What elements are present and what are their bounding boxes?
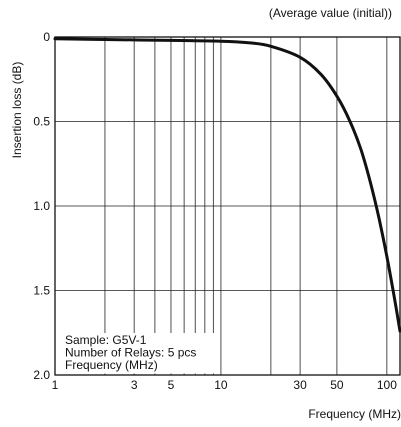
x-tick-label: 50 [330,378,344,392]
annotation-line: Number of Relays: 5 pcs [65,346,196,360]
plot-frame [54,36,401,376]
y-tick-label: 0.5 [33,115,50,129]
x-tick-label: 5 [168,378,175,392]
x-tick-label: 10 [214,378,228,392]
tick-labels: 1 3 5 10 30 50 100 0 0.5 1.0 1.5 2.0 [33,30,397,392]
x-tick-label: 30 [293,378,307,392]
annotation-line: Frequency (MHz) [65,358,158,372]
x-tick-label: 1 [52,378,59,392]
series-group [53,37,401,333]
y-axis-label: Insertion loss (dB) [10,62,24,159]
y-tick-label: 0 [43,30,50,44]
y-tick-label: 1.5 [33,284,50,298]
y-tick-label: 1.0 [33,199,50,213]
series-line [53,37,401,333]
y-tick-label: 2.0 [33,368,50,382]
annotation-background [62,333,214,374]
grid [55,37,400,375]
annotation-line: Sample: G5V-1 [65,333,147,347]
chart-title: (Average value (initial)) [269,6,392,20]
x-tick-label: 3 [131,378,138,392]
x-tick-label: 100 [377,378,397,392]
x-axis-label: Frequency (MHz) [308,407,401,421]
